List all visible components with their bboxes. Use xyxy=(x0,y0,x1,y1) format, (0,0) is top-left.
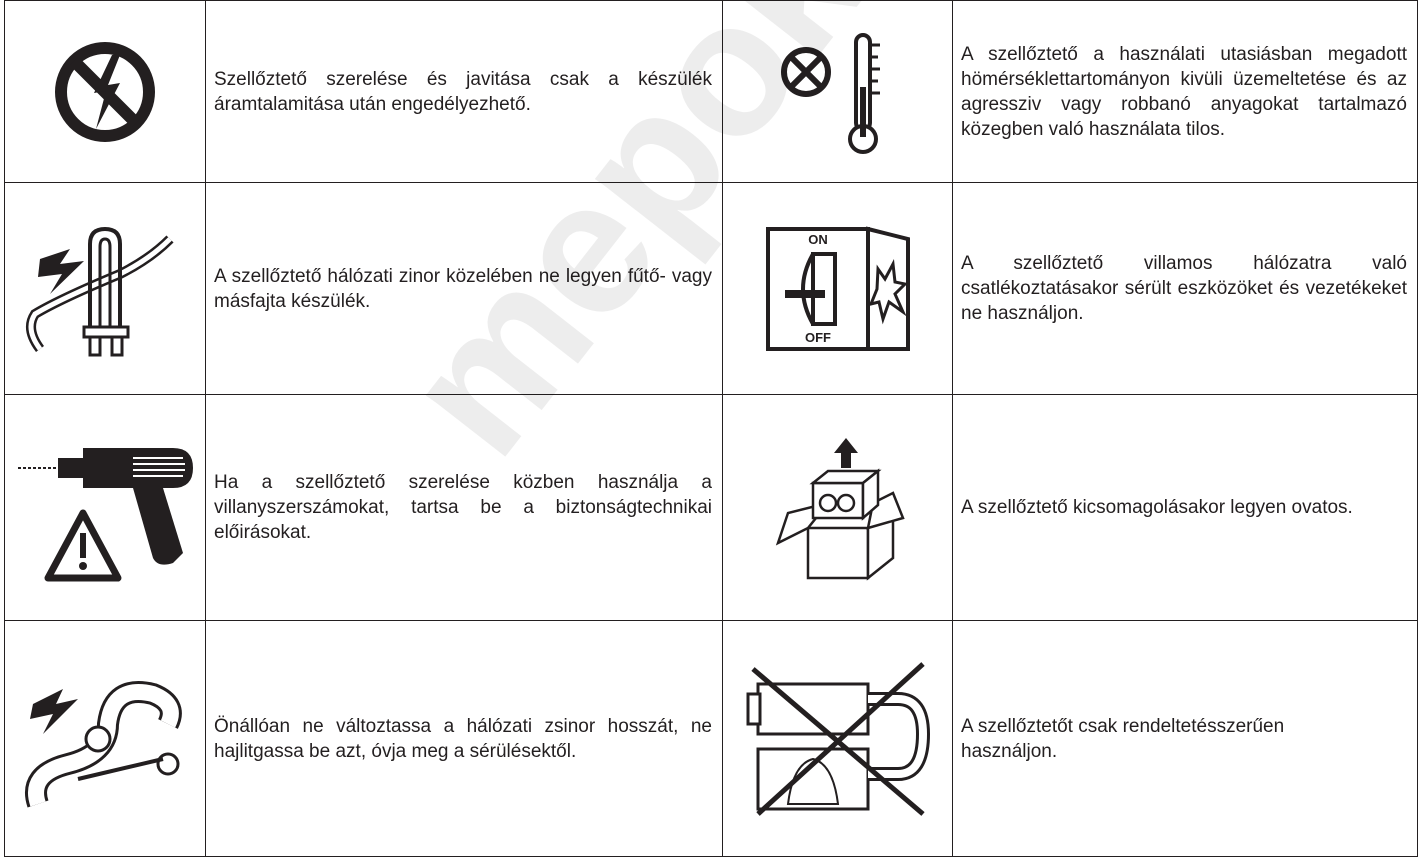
icon-cell xyxy=(4,394,206,621)
temperature-icon xyxy=(780,32,880,154)
instruction: Ha a szellőztető szerelése közben haszná… xyxy=(205,394,723,621)
icon-cell xyxy=(722,0,953,183)
icon-cell xyxy=(722,394,953,621)
switch-label: OFF xyxy=(805,330,831,345)
instruction: A szellőztetőt csak rendeltetésszerűen h… xyxy=(952,620,1418,857)
instruction: A szellőztető hálózati zinor közelében n… xyxy=(205,182,723,395)
instruction: A szellőztető villamos hálózatra való cs… xyxy=(952,182,1418,395)
misuse-icon xyxy=(746,661,930,816)
instruction-text: A szellőztetőt csak rendeltetésszerűen h… xyxy=(961,715,1285,762)
switch-label: ON xyxy=(808,232,828,247)
box-icon xyxy=(775,437,905,581)
row: Ha a szellőztető szerelése közben haszná… xyxy=(4,394,1418,621)
instruction: Önállóan ne változtassa a hálózati zsino… xyxy=(205,620,723,857)
icon-cell xyxy=(722,620,953,857)
instruction: A szellőztető kicsomagolásakor legyen ov… xyxy=(952,394,1418,621)
safety-table: Szellőztető szerelése és javitása csak a… xyxy=(4,0,1418,857)
cable-icon xyxy=(24,680,182,807)
instruction: Szellőztető szerelése és javitása csak a… xyxy=(205,0,723,183)
icon-cell xyxy=(4,182,206,395)
switch-icon: ON OFF xyxy=(765,225,910,351)
instruction: A szellőztető a használati utasiásban me… xyxy=(952,0,1418,183)
row: A szellőztető hálózati zinor közelében n… xyxy=(4,182,1418,395)
row: Szellőztető szerelése és javitása csak a… xyxy=(4,0,1418,183)
heater-icon xyxy=(26,226,174,356)
icon-cell xyxy=(4,0,206,183)
drill-icon xyxy=(17,447,193,581)
no-electricity-icon xyxy=(55,41,155,142)
icon-cell xyxy=(4,620,206,857)
icon-cell: ON OFF xyxy=(722,182,953,395)
row: Önállóan ne változtassa a hálózati zsino… xyxy=(4,620,1418,857)
